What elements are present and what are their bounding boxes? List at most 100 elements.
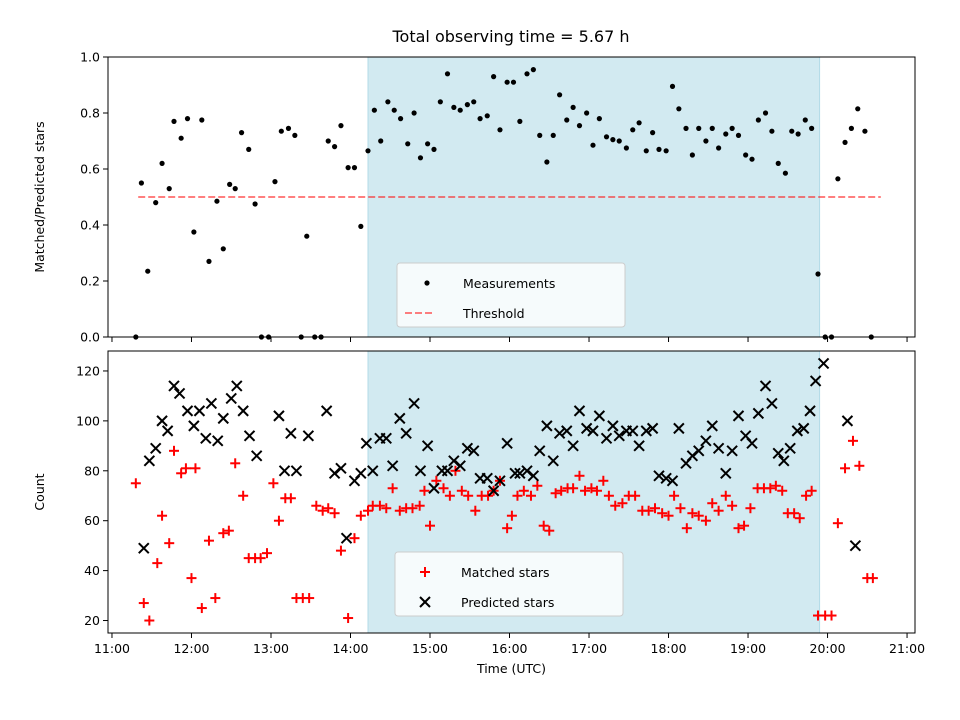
cross-b [646, 422, 659, 435]
predicted-point [567, 440, 579, 452]
x-tick-label: 21:00 [889, 641, 925, 656]
cross-b [739, 430, 752, 442]
measurement-point [723, 131, 729, 137]
matched-point [720, 490, 731, 501]
predicted-point [302, 430, 315, 442]
y-tick-label: 0.6 [80, 162, 100, 177]
predicted-point [640, 425, 652, 437]
matched-point [343, 613, 354, 624]
x-tick-label: 16:00 [491, 641, 527, 656]
axes-frame [107, 350, 916, 634]
cross-b [809, 375, 822, 387]
matched-point [317, 505, 328, 516]
matched-point [739, 520, 750, 531]
measurement-point [232, 186, 238, 192]
measurement-point [669, 83, 676, 89]
cross-b [593, 410, 606, 422]
measurement-point [304, 233, 310, 239]
matched-point [381, 503, 392, 514]
measurement-point [815, 271, 821, 277]
cross-b [726, 445, 738, 457]
matched-point [532, 480, 543, 491]
measurement-point [802, 117, 808, 123]
matched-point [168, 445, 179, 456]
measurement-point [331, 144, 338, 150]
measurement-point [590, 142, 596, 148]
measurement-point [471, 99, 477, 105]
matched-point [657, 508, 668, 519]
predicted-point [487, 485, 500, 497]
matched-point [794, 513, 805, 524]
predicted-point [225, 392, 237, 405]
predicted-point [633, 440, 645, 452]
measurement-point [491, 74, 497, 80]
cross-b [468, 445, 480, 457]
matched-point [152, 558, 163, 569]
count-panel: 20 40 60 80 100 120 11:00 12:00 13:00 14:00 15:00 1… [32, 350, 925, 676]
measurement-point [345, 165, 351, 171]
matched-point [598, 475, 609, 486]
matched-point [329, 508, 340, 519]
cross-b [766, 397, 778, 410]
predicted-point [514, 467, 526, 479]
measurement-point [650, 130, 656, 136]
cross-b [212, 435, 224, 447]
measurement-point [497, 127, 503, 133]
predicted-point [428, 482, 440, 494]
matched-point [580, 485, 591, 496]
predicted-point [193, 405, 206, 417]
predicted-point [746, 437, 758, 450]
measurement-point [220, 246, 226, 252]
matched-point [176, 468, 187, 479]
predicted-point [700, 435, 712, 447]
cross-b [285, 427, 297, 440]
predicted-point [138, 542, 150, 554]
cross-b [225, 392, 237, 405]
predicted-point [646, 422, 659, 435]
y-tick-label: 0.4 [80, 218, 100, 233]
predicted-point [593, 410, 606, 422]
measurement-point [616, 138, 622, 144]
matched-point [707, 498, 718, 509]
matched-point [362, 505, 373, 516]
measurement-point [709, 125, 715, 131]
measurement-point [550, 132, 556, 138]
predicted-point [168, 380, 180, 392]
chart-title: Total observing time = 5.67 h [391, 27, 629, 46]
cross-b [759, 380, 772, 392]
matched-point [687, 508, 698, 519]
x-tick-label: 11:00 [94, 641, 130, 656]
predicted-point [421, 440, 434, 452]
y-tick-label: 40 [84, 563, 100, 578]
cross-b [273, 410, 285, 422]
measurement-point [729, 125, 735, 131]
measurement-point [782, 170, 789, 176]
matched-point [419, 485, 430, 496]
measurement-point [743, 152, 749, 158]
measurement-point [735, 132, 742, 138]
measurement-point [517, 118, 523, 124]
measurement-point [285, 125, 292, 131]
predicted-point [360, 437, 373, 450]
matched-point [431, 475, 442, 486]
measurement-point [425, 141, 431, 147]
matched-point [190, 463, 201, 474]
cross-b [706, 420, 718, 432]
cross-b [527, 470, 540, 482]
matched-point [650, 503, 661, 514]
axes-frame [107, 56, 916, 338]
measurement-point [855, 106, 861, 112]
cross-b [441, 465, 454, 477]
predicted-point [841, 415, 854, 427]
cross-b [250, 450, 263, 462]
legend-marker-predicted [419, 596, 431, 608]
predicted-point [400, 427, 412, 440]
measurement-point [537, 132, 543, 138]
measurement-point [214, 198, 220, 204]
cross-b [573, 405, 586, 417]
cross-b [335, 462, 347, 474]
predicted-point [173, 387, 186, 400]
predicted-point [243, 430, 256, 442]
predicted-point [527, 470, 540, 482]
legend-entry-label: Matched stars [461, 565, 549, 580]
